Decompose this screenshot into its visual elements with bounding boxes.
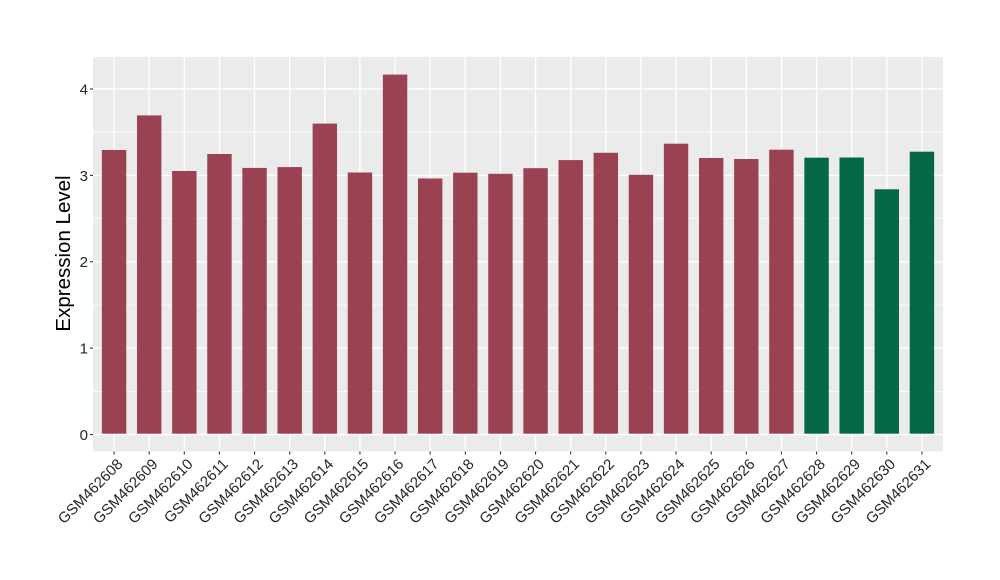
svg-text:3: 3 (80, 168, 88, 185)
svg-text:4: 4 (80, 81, 88, 98)
svg-text:1: 1 (80, 341, 88, 358)
svg-text:Expression Level: Expression Level (52, 175, 75, 331)
svg-text:0: 0 (80, 427, 88, 444)
svg-text:2: 2 (80, 254, 88, 271)
